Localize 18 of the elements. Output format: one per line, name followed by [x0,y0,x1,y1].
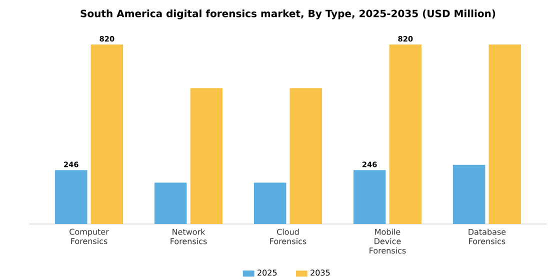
bar [90,44,124,224]
x-tick-label: Computer Forensics [70,228,109,244]
x-tick-label: Database Forensics [468,228,506,244]
bar [254,182,286,224]
x-tick-label: Cloud Forensics [270,228,306,244]
bar [353,170,386,224]
legend-label: 2025 [258,270,277,276]
bar [190,88,223,224]
bar [488,44,521,224]
bar [290,88,322,224]
bar [154,182,187,224]
bar [452,164,486,224]
chart-title: South America digital forensics market, By Type, 2025-2035 (USD Million) [80,10,496,20]
bar [389,44,422,224]
bar [55,170,88,224]
x-tick-label: Network Forensics [170,228,207,244]
x-tick-label: Mobile Device Forensics [370,228,406,254]
legend-label: 2035 [310,270,330,276]
